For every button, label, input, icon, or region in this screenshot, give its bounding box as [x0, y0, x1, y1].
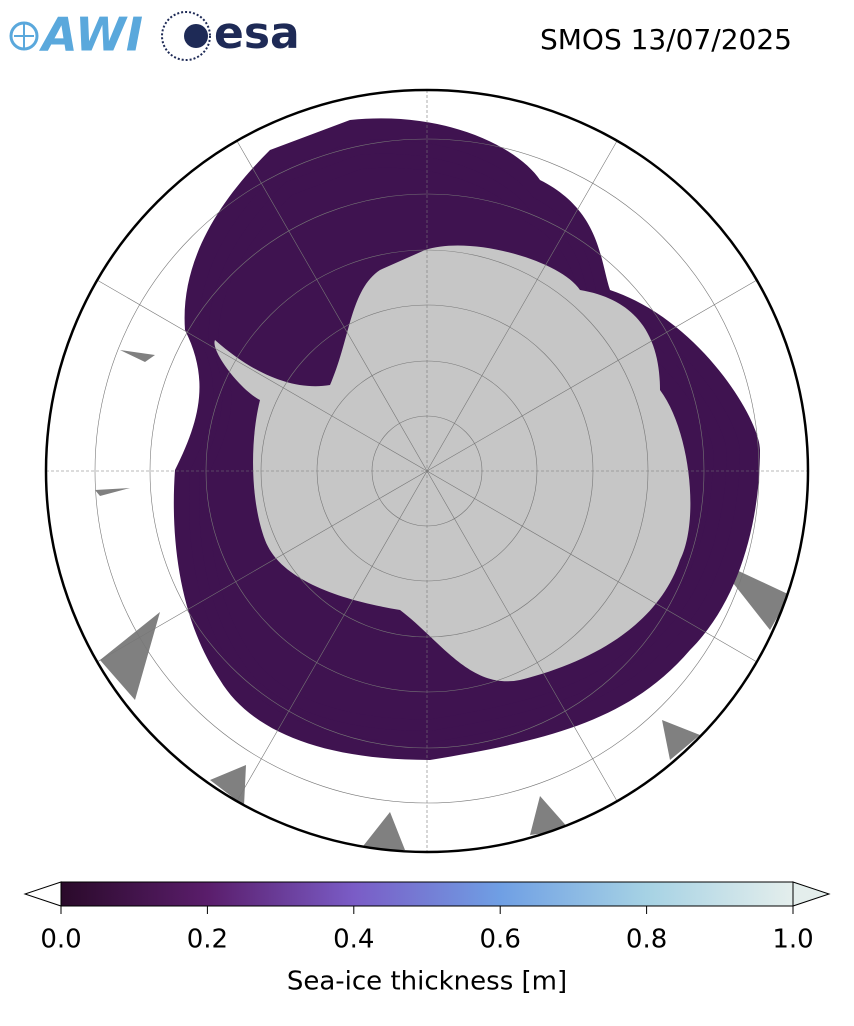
colorbar-tick-label: 0.8 [626, 925, 667, 955]
esa-logo: esa [161, 8, 300, 61]
title: SMOS 13/07/2025 [540, 23, 792, 56]
awi-logo: AWI [9, 8, 143, 62]
colorbar-tick-label: 1.0 [772, 925, 813, 955]
colorbar-tick-label: 0.6 [480, 925, 521, 955]
colorbar: Sea-ice thickness [m] 0.0 0.2 0.4 0.6 0.8 1.0 [23, 881, 831, 997]
graticule [46, 90, 808, 852]
awi-logo-text: AWI [39, 8, 143, 62]
colorbar-label: Sea-ice thickness [m] [287, 967, 567, 997]
colorbar-tick-label: 0.4 [333, 925, 374, 955]
map [44, 88, 810, 854]
esa-logo-text: esa [214, 8, 300, 59]
colorbar-tick-label: 0.0 [40, 925, 81, 955]
colorbar-gradient [60, 881, 794, 907]
colorbar-tick-label: 0.2 [187, 925, 228, 955]
antarctica [214, 245, 691, 682]
